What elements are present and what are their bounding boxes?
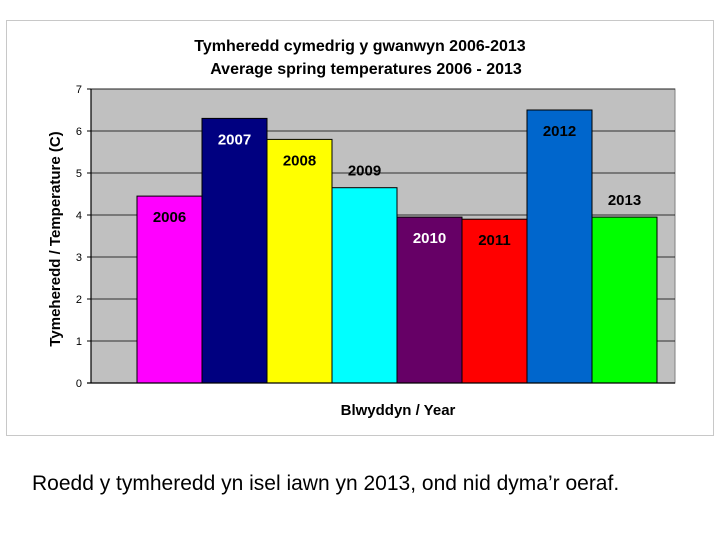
y-tick-label: 5 [76, 168, 82, 180]
y-axis-label: Tymeheredd / Temperature (C) [47, 131, 64, 346]
bar-chart: Tymheredd cymedrig y gwanwyn 2006-2013 A… [47, 38, 676, 419]
y-tick-label: 4 [76, 210, 82, 222]
bar-label-2007: 2007 [218, 131, 251, 148]
bar-2008 [266, 138, 333, 384]
chart-title-line1: Tymheredd cymedrig y gwanwyn 2006-2013 [194, 38, 526, 55]
bar-label-2011: 2011 [478, 232, 511, 249]
y-tick-label: 1 [76, 336, 82, 348]
bar-2011 [461, 218, 528, 384]
bar-2010 [396, 216, 463, 384]
chart-title-line2: Average spring temperatures 2006 - 2013 [210, 61, 522, 78]
y-tick-label: 3 [76, 252, 82, 264]
bar-label-2006: 2006 [153, 209, 186, 226]
x-axis-label: Blwyddyn / Year [341, 402, 456, 419]
bars [136, 109, 658, 384]
bar-label-2009: 2009 [348, 163, 381, 180]
bar-label-2013: 2013 [608, 192, 641, 209]
y-tick-label: 6 [76, 126, 82, 138]
bar-2013 [591, 216, 658, 384]
bar-2012 [526, 109, 593, 384]
y-axis-ticks: 0 1 2 3 4 5 6 7 [76, 84, 91, 390]
bar-2009 [331, 187, 398, 384]
y-tick-label: 0 [76, 378, 82, 390]
bar-2007 [201, 117, 268, 384]
bar-labels: 2006 2007 2008 2009 2010 2011 2012 2013 [153, 123, 641, 249]
bar-label-2012: 2012 [543, 123, 576, 140]
y-tick-label: 2 [76, 294, 82, 306]
chart-frame: Tymheredd cymedrig y gwanwyn 2006-2013 A… [6, 20, 714, 436]
y-tick-label: 7 [76, 84, 82, 96]
bar-label-2010: 2010 [413, 230, 446, 247]
slide-caption: Roedd y tymheredd yn isel iawn yn 2013, … [32, 472, 620, 495]
bar-label-2008: 2008 [283, 152, 316, 169]
